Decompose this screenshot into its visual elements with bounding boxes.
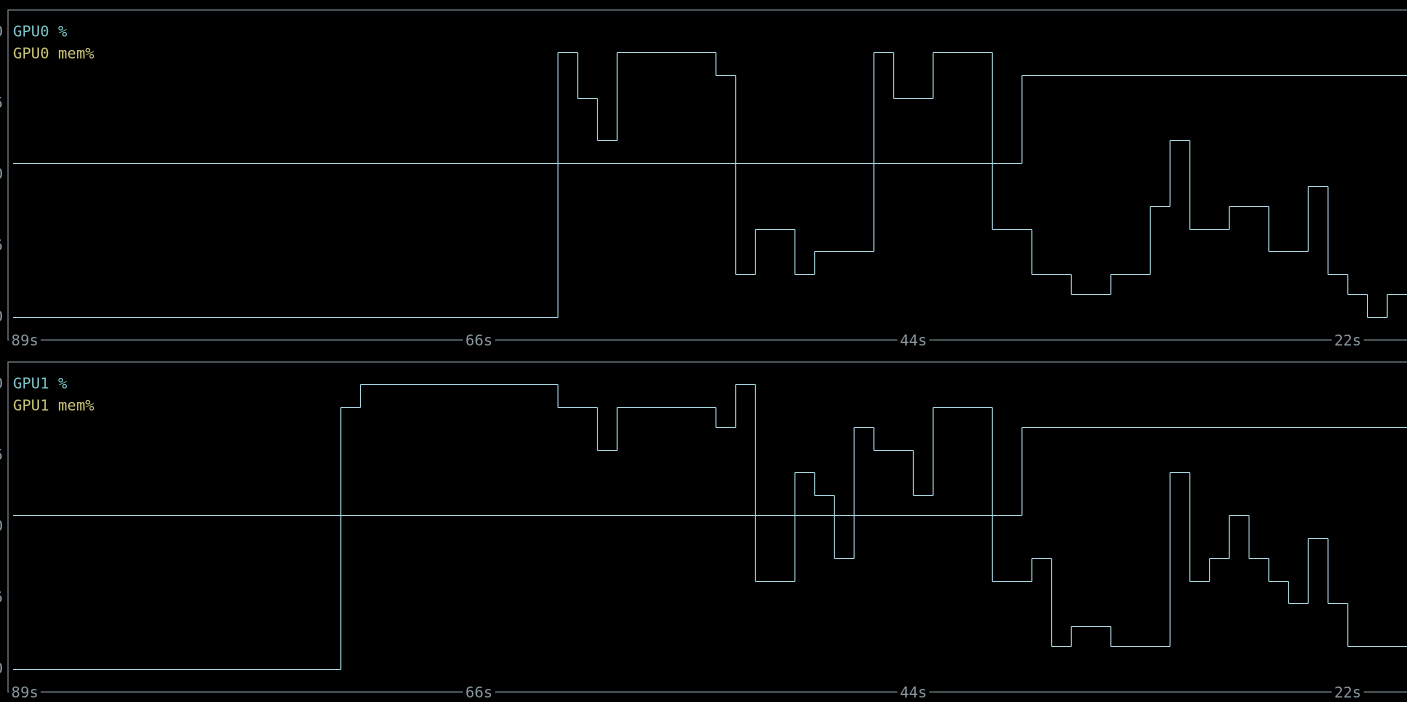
x-tick-label: 89s (11, 332, 38, 350)
x-tick-label: 22s (1334, 684, 1361, 702)
x-tick-bg (1331, 683, 1364, 701)
x-tick-bg (462, 331, 495, 349)
x-tick-label: 44s (900, 332, 927, 350)
y-tick-label: 25 (0, 588, 3, 606)
x-tick-bg (462, 683, 495, 701)
y-tick-label: 100 (0, 375, 3, 393)
x-tick-bg (8, 683, 41, 701)
legend-entry: GPU1 mem% (13, 397, 94, 415)
y-tick-label: 75 (0, 446, 3, 464)
legend-entry: GPU1 % (13, 375, 67, 393)
chart-frame (7, 9, 1407, 341)
y-tick-label: 0 (0, 660, 3, 678)
x-tick-label: 66s (465, 332, 492, 350)
x-tick-label: 66s (465, 684, 492, 702)
x-tick-label: 89s (11, 684, 38, 702)
chart-frame (7, 361, 1407, 693)
x-tick-bg (897, 683, 930, 701)
y-tick-label: 0 (0, 308, 3, 326)
x-tick-bg (8, 331, 41, 349)
legend-entry: GPU0 % (13, 23, 67, 41)
x-tick-bg (1331, 331, 1364, 349)
legend-entry: GPU0 mem% (13, 45, 94, 63)
y-tick-label: 50 (0, 165, 3, 183)
y-tick-label: 75 (0, 94, 3, 112)
y-tick-label: 50 (0, 517, 3, 535)
x-tick-bg (897, 331, 930, 349)
y-tick-label: 25 (0, 236, 3, 254)
x-tick-label: 44s (900, 684, 927, 702)
y-tick-label: 100 (0, 23, 3, 41)
x-tick-label: 22s (1334, 332, 1361, 350)
